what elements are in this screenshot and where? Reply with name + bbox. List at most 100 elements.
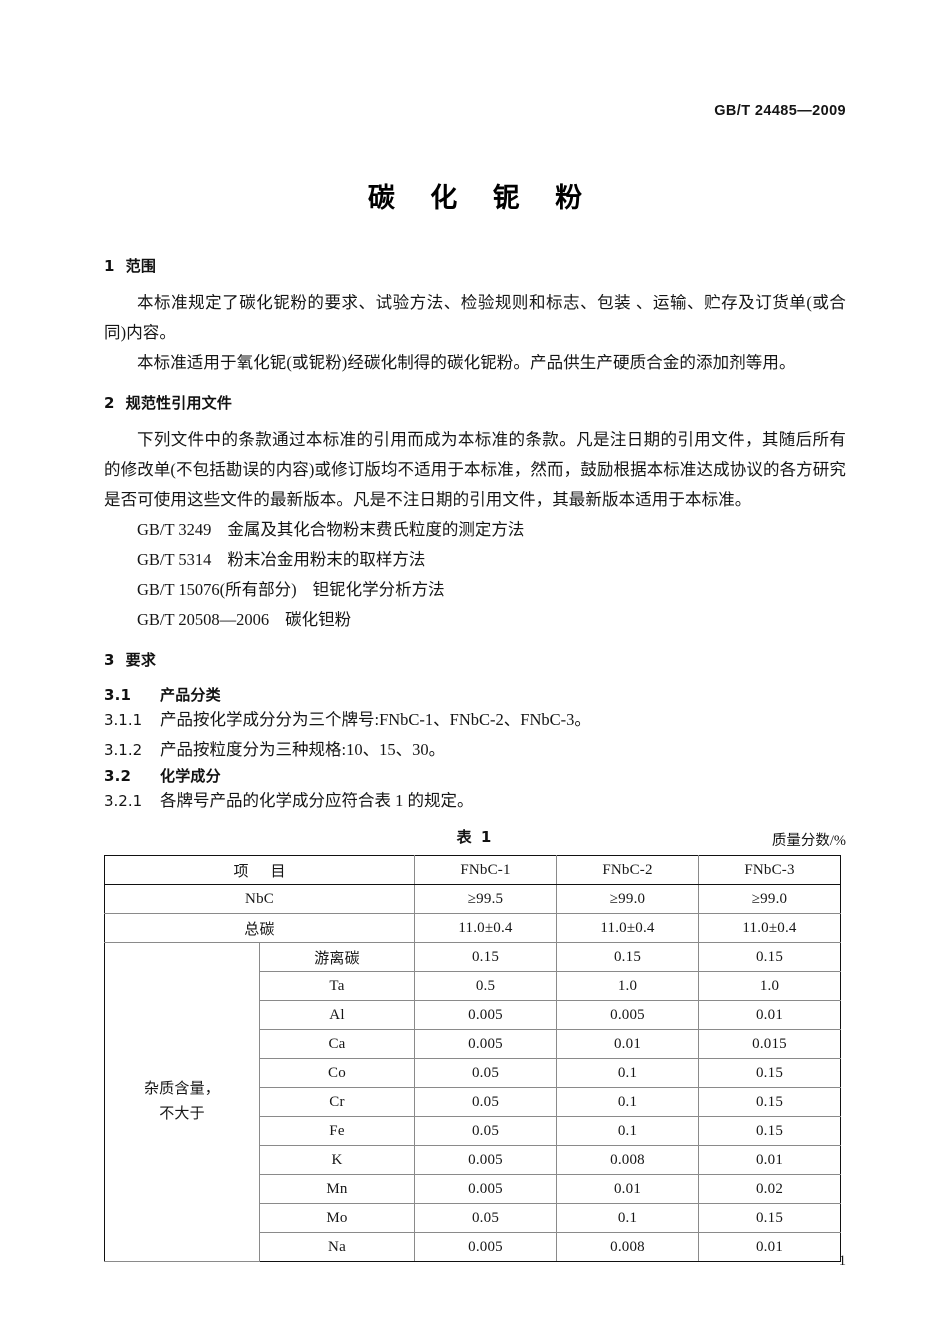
cell-value: 0.005 <box>414 1145 557 1175</box>
cell-value: ≥99.0 <box>556 884 699 914</box>
cell-value: 0.01 <box>556 1029 699 1059</box>
cell-value: 0.01 <box>698 1145 841 1175</box>
cell-value: 0.005 <box>414 1174 557 1204</box>
cell-value: 0.15 <box>414 942 557 972</box>
reference-title: 粉末冶金用粉末的取样方法 <box>227 550 426 569</box>
clause-1-title: 范围 <box>125 257 157 275</box>
clause-3-1-1-number: 3.1.1 <box>104 711 143 729</box>
table-row: 杂质含量， 不大于 游离碳 0.15 0.15 0.15 <box>104 942 841 1262</box>
clause-3-2-title: 化学成分 <box>160 767 221 785</box>
document-title: 碳 化 铌 粉 <box>367 183 596 214</box>
cell-value: 0.15 <box>698 1116 841 1146</box>
table-header-fnbc-3: FNbC-3 <box>698 855 841 885</box>
cell-value: 0.1 <box>556 1058 699 1088</box>
table-row: Al 0.005 0.005 0.01 <box>105 1000 841 1030</box>
table-row: Mn 0.005 0.01 0.02 <box>105 1174 841 1204</box>
reference-title: 钽铌化学分析方法 <box>312 580 445 599</box>
cell-value: 0.008 <box>556 1232 699 1262</box>
reference-title: 碳化钽粉 <box>285 610 352 629</box>
cell-value: 0.005 <box>556 1000 699 1030</box>
row-label-free-carbon: 游离碳 <box>259 942 415 972</box>
reference-title: 金属及其化合物粉末费氏粒度的测定方法 <box>227 520 525 539</box>
table-header-fnbc-1: FNbC-1 <box>414 855 557 885</box>
clause-3-2-heading: 3.2 化学成分 <box>104 765 846 786</box>
clause-3-2-number: 3.2 <box>104 767 132 785</box>
clause-3-1-2-text: 产品按粒度分为三种规格:10、15、30。 <box>160 740 446 759</box>
cell-value: 0.005 <box>414 1232 557 1262</box>
table-row: Na 0.005 0.008 0.01 <box>105 1232 841 1262</box>
table-header-fnbc-2: FNbC-2 <box>556 855 699 885</box>
table-row: Ta 0.5 1.0 1.0 <box>105 971 841 1001</box>
clause-1-paragraph-2: 本标准适用于氧化铌(或铌粉)经碳化制得的碳化铌粉。产品供生产硬质合金的添加剂等用… <box>137 353 796 372</box>
clause-3-heading: 3 要求 <box>104 649 846 670</box>
clause-3-1-number: 3.1 <box>104 686 132 704</box>
running-header-standard-code: GB/T 24485—2009 <box>714 103 846 119</box>
cell-value: 0.05 <box>414 1058 557 1088</box>
cell-value: 0.05 <box>414 1116 557 1146</box>
cell-value: 11.0±0.4 <box>414 913 557 943</box>
normative-reference-3: GB/T 15076(所有部分) 钽铌化学分析方法 <box>104 575 846 605</box>
row-label-na: Na <box>259 1232 415 1262</box>
clause-2-heading: 2 规范性引用文件 <box>104 392 846 413</box>
clause-3-1-2: 3.1.2 产品按粒度分为三种规格:10、15、30。 <box>104 735 846 765</box>
cell-value: 0.05 <box>414 1203 557 1233</box>
clause-3-2-1-text: 各牌号产品的化学成分应符合表 1 的规定。 <box>160 791 474 810</box>
clause-1-heading: 1 范围 <box>104 255 846 276</box>
clause-3-1-1: 3.1.1 产品按化学成分分为三个牌号:FNbC-1、FNbC-2、FNbC-3。 <box>104 705 846 735</box>
impurity-group-label: 杂质含量， 不大于 <box>104 942 260 1262</box>
cell-value: 0.01 <box>556 1174 699 1204</box>
table-row: 总碳 11.0±0.4 11.0±0.4 11.0±0.4 <box>104 913 841 943</box>
table-row: Fe 0.05 0.1 0.15 <box>105 1116 841 1146</box>
row-label-al: Al <box>259 1000 415 1030</box>
cell-value: 0.15 <box>556 942 699 972</box>
table-caption-row: 表 1 质量分数/% <box>104 826 846 852</box>
row-label-k: K <box>259 1145 415 1175</box>
cell-value: 1.0 <box>698 971 841 1001</box>
clause-3-2-1: 3.2.1 各牌号产品的化学成分应符合表 1 的规定。 <box>104 786 846 816</box>
clause-3-1-heading: 3.1 产品分类 <box>104 684 846 705</box>
cell-value: 1.0 <box>556 971 699 1001</box>
table-unit-note: 质量分数/% <box>771 833 846 849</box>
clause-1-paragraph-1: 本标准规定了碳化铌粉的要求、试验方法、检验规则和标志、包装 、运输、贮存及订货单… <box>104 293 846 342</box>
document-body: 1 范围 本标准规定了碳化铌粉的要求、试验方法、检验规则和标志、包装 、运输、贮存… <box>104 255 846 1262</box>
cell-value: 0.1 <box>556 1087 699 1117</box>
impurity-group-label-line1: 杂质含量， <box>143 1081 220 1097</box>
table-header-item-part2: 目 <box>270 863 286 880</box>
cell-value: 0.5 <box>414 971 557 1001</box>
cell-value: ≥99.0 <box>698 884 841 914</box>
row-label-fe: Fe <box>259 1116 415 1146</box>
clause-3-number: 3 <box>104 651 115 669</box>
clause-2-number: 2 <box>104 394 115 412</box>
cell-value: 0.05 <box>414 1087 557 1117</box>
cell-value: 11.0±0.4 <box>556 913 699 943</box>
row-label-mn: Mn <box>259 1174 415 1204</box>
chemical-composition-table: 项目 FNbC-1 FNbC-2 FNbC-3 NbC ≥99.5 ≥99.0 … <box>104 855 841 1262</box>
clause-3-1-1-text: 产品按化学成分分为三个牌号:FNbC-1、FNbC-2、FNbC-3。 <box>160 710 591 729</box>
table-header-item: 项目 <box>104 855 415 885</box>
table-row: NbC ≥99.5 ≥99.0 ≥99.0 <box>104 884 841 914</box>
table-caption: 表 1 <box>456 828 494 846</box>
row-label-mo: Mo <box>259 1203 415 1233</box>
cell-value: 0.1 <box>556 1116 699 1146</box>
cell-value: 0.02 <box>698 1174 841 1204</box>
cell-value: ≥99.5 <box>414 884 557 914</box>
cell-value: 0.15 <box>698 1203 841 1233</box>
table-row: Co 0.05 0.1 0.15 <box>105 1058 841 1088</box>
row-label-cr: Cr <box>259 1087 415 1117</box>
reference-code: GB/T 20508—2006 <box>137 610 270 629</box>
table-header-item-part1: 项 <box>233 863 249 880</box>
row-label-ca: Ca <box>259 1029 415 1059</box>
clause-1-number: 1 <box>104 257 115 275</box>
normative-reference-1: GB/T 3249 金属及其化合物粉末费氏粒度的测定方法 <box>104 515 846 545</box>
clause-3-1-2-number: 3.1.2 <box>104 741 143 759</box>
table-row: Ca 0.005 0.01 0.015 <box>105 1029 841 1059</box>
row-label-nbc: NbC <box>104 884 415 914</box>
cell-value: 11.0±0.4 <box>698 913 841 943</box>
cell-value: 0.01 <box>698 1000 841 1030</box>
clause-2-title: 规范性引用文件 <box>125 394 233 412</box>
cell-value: 0.005 <box>414 1000 557 1030</box>
cell-value: 0.01 <box>698 1232 841 1262</box>
cell-value: 0.015 <box>698 1029 841 1059</box>
clause-2-paragraph-1: 下列文件中的条款通过本标准的引用而成为本标准的条款。凡是注日期的引用文件，其随后… <box>104 430 846 509</box>
